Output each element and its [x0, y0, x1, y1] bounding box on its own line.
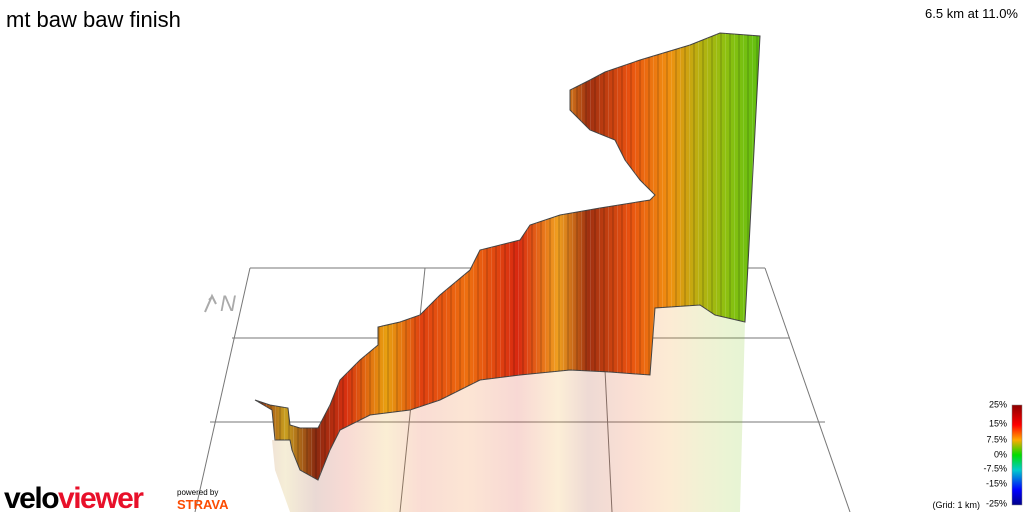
grid-note: (Grid: 1 km)	[932, 500, 980, 510]
gradient-scale	[1011, 404, 1023, 506]
legend-label: 7.5%	[986, 434, 1007, 444]
compass-label: N	[220, 291, 236, 316]
legend-label: -7.5%	[983, 463, 1007, 473]
legend-label: 0%	[994, 449, 1007, 459]
reflection	[272, 305, 745, 512]
title: mt baw baw finish	[6, 7, 181, 32]
compass-arrow	[204, 293, 217, 313]
logo: veloviewer	[4, 482, 144, 512]
logo-viewer: viewer	[58, 482, 144, 512]
legend-label: 25%	[989, 399, 1007, 409]
logo-velo: velo	[4, 482, 59, 512]
powered-by: powered by	[177, 488, 218, 497]
strava: STRAVA	[177, 497, 229, 512]
legend-label: -25%	[986, 498, 1007, 508]
legend: 25% 15% 7.5% 0% -7.5% -15% -25%	[983, 399, 1007, 508]
legend-label: 15%	[989, 418, 1007, 428]
summary: 6.5 km at 11.0%	[925, 6, 1018, 21]
profile-stripes	[255, 33, 760, 480]
legend-label: -15%	[986, 478, 1007, 488]
